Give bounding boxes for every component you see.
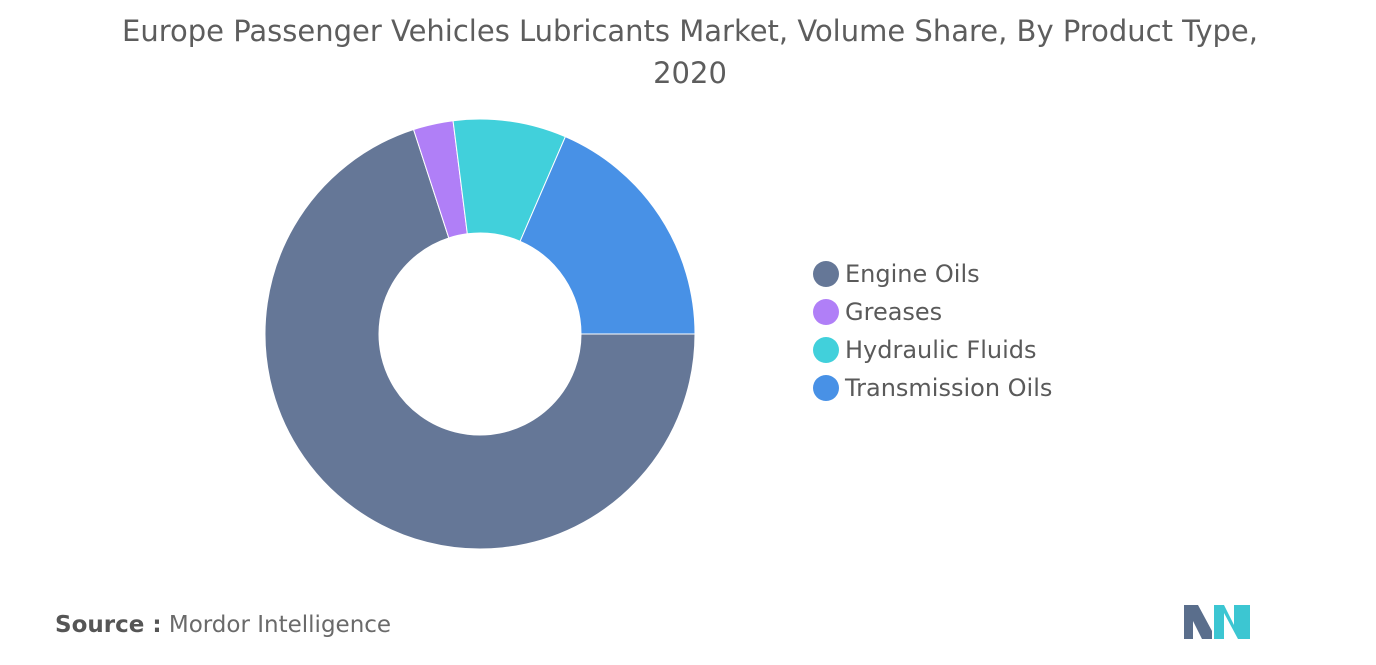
legend-item: Transmission Oils bbox=[813, 369, 1052, 407]
legend-item: Hydraulic Fluids bbox=[813, 331, 1052, 369]
slice-transmission-oils bbox=[519, 136, 696, 335]
legend-label: Transmission Oils bbox=[845, 374, 1053, 402]
mordor-intelligence-logo-icon bbox=[1184, 605, 1250, 639]
legend-swatch bbox=[813, 299, 839, 325]
legend-item: Greases bbox=[813, 293, 1052, 331]
source-note: Source : Mordor Intelligence bbox=[55, 612, 391, 638]
source-value: Mordor Intelligence bbox=[168, 612, 392, 638]
legend-label: Engine Oils bbox=[845, 260, 980, 288]
source-label: Source : bbox=[55, 612, 162, 638]
chart-legend: Engine Oils Greases Hydraulic Fluids Transm… bbox=[813, 255, 1052, 407]
legend-swatch bbox=[813, 375, 839, 401]
legend-swatch bbox=[813, 261, 839, 287]
slice-engine-oils bbox=[264, 128, 696, 550]
legend-label: Hydraulic Fluids bbox=[845, 336, 1037, 364]
legend-swatch bbox=[813, 337, 839, 363]
chart-title: Europe Passenger Vehicles Lubricants Mar… bbox=[122, 14, 1258, 90]
legend-label: Greases bbox=[845, 298, 943, 326]
legend-item: Engine Oils bbox=[813, 255, 1052, 293]
